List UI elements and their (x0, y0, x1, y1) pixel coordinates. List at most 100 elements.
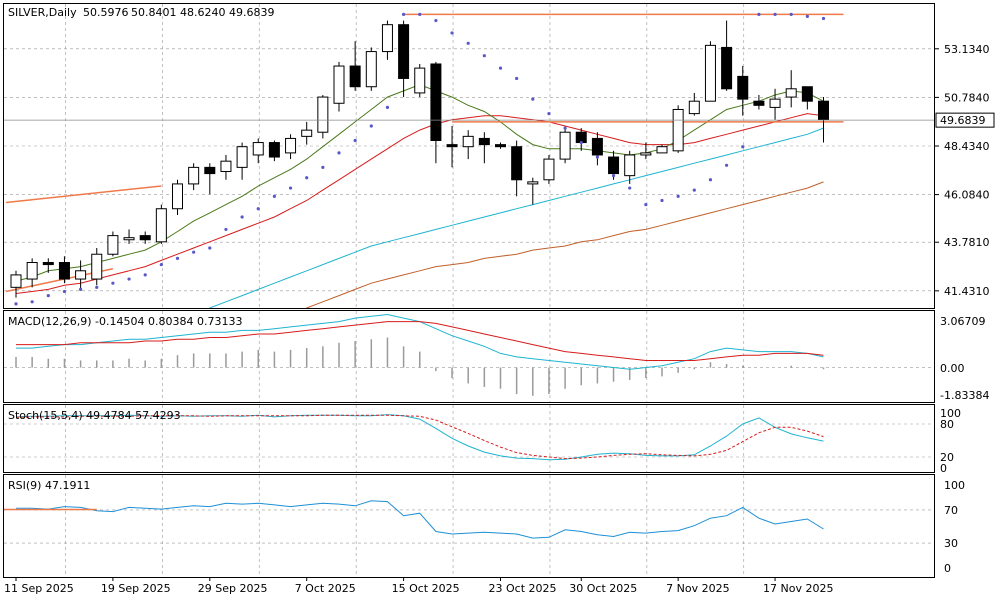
psar-dot (369, 124, 373, 128)
psar-dot (434, 18, 438, 23)
psar-dot (708, 178, 713, 182)
candle (188, 163, 200, 191)
psar-dot (402, 12, 406, 16)
candle (462, 130, 474, 160)
psar-dot (660, 198, 664, 203)
candle (414, 63, 426, 98)
psar-dot (547, 112, 551, 116)
candle (737, 66, 749, 116)
candle-body (704, 44, 716, 102)
candle (721, 20, 733, 91)
psar-dot (773, 12, 777, 16)
candle (688, 92, 700, 116)
rsi-label: RSI(9) 47.1911 (8, 479, 90, 492)
candle-body (672, 108, 684, 152)
price-tick-label: 50.7840 (944, 91, 990, 104)
candle-body (414, 67, 426, 94)
psar-dot (725, 163, 729, 167)
price-tick-label: 43.7810 (944, 236, 990, 249)
psar-dot (418, 12, 422, 16)
psar-dot (337, 151, 341, 155)
psar-dot (821, 16, 826, 21)
date-tick-label: 30 Oct 2025 (569, 582, 637, 595)
candle-body (236, 146, 248, 168)
psar-dot (62, 289, 67, 294)
candle-body (398, 24, 410, 79)
macd-pane-frame (3, 310, 935, 403)
psar-dot (515, 76, 519, 81)
psar-dot (676, 194, 680, 198)
rsi-tick-label: 0 (944, 562, 951, 575)
candle-body (123, 237, 135, 241)
rsi-pane-frame (3, 474, 935, 578)
macd-pane (15, 313, 825, 396)
candle-body (430, 63, 442, 141)
candle (317, 94, 329, 139)
rsi-tick-label: 70 (944, 504, 958, 517)
psar-dot (46, 293, 50, 298)
candle-body (495, 144, 506, 148)
sma-mid-line (15, 113, 824, 294)
psar-dot (224, 227, 228, 232)
macd-signal-line (16, 321, 824, 361)
ohlc-high: 50.8401 (131, 6, 177, 19)
candle (333, 61, 345, 112)
date-tick-label: 11 Sep 2025 (4, 582, 74, 595)
symbol-label: SILVER,Daily (8, 6, 77, 19)
psar-dot (563, 126, 567, 130)
candle-body (58, 262, 70, 280)
candle (769, 88, 781, 120)
candle-body (333, 65, 345, 104)
candle (640, 142, 652, 160)
psar-dot (757, 12, 761, 16)
candle (91, 248, 103, 286)
macd-tick-label: 3.06709 (940, 315, 986, 328)
candle-body (381, 24, 393, 53)
psar-dot (288, 186, 293, 190)
candle (704, 41, 716, 102)
candle-body (688, 100, 700, 115)
candle-body (349, 65, 361, 88)
candle-body (91, 253, 103, 280)
candle (672, 105, 684, 153)
sma-xlong-line (305, 181, 824, 308)
date-tick-label: 15 Oct 2025 (392, 582, 460, 595)
candle (285, 134, 297, 160)
rsi-pane (4, 500, 824, 539)
candle-body (818, 100, 829, 121)
candle-body (656, 146, 668, 154)
price-tick-label: 48.4340 (944, 140, 990, 153)
candle (446, 126, 458, 168)
psar-dot (531, 97, 535, 101)
psar-dot (192, 250, 196, 254)
psar-dot (175, 256, 180, 260)
psar-dot (805, 14, 809, 19)
date-tick-label: 7 Oct 2025 (295, 582, 356, 595)
candle-body (42, 262, 54, 266)
stoch-tick-label: 100 (940, 407, 961, 420)
stoch-main-line (15, 414, 824, 461)
price-tick-label: 46.0840 (944, 189, 990, 202)
candle (10, 270, 22, 298)
stoch-label: Stoch(15,5,4) 49.4784 57.4293 (8, 409, 181, 422)
psar-dot (595, 155, 600, 159)
date-tick-label: 23 Oct 2025 (489, 582, 557, 595)
candle-body (155, 208, 167, 243)
psar-dot (482, 54, 486, 58)
candle-body (737, 75, 749, 100)
candle-body (462, 135, 474, 148)
candle (543, 154, 555, 184)
psar-dot (628, 186, 632, 190)
rsi-tick-label: 30 (944, 537, 958, 550)
candle-body (753, 100, 765, 106)
candle-body (769, 98, 781, 108)
trendline (5, 185, 162, 204)
candle-body (188, 166, 200, 185)
psar-dot (95, 285, 99, 289)
candle-body (220, 160, 232, 173)
psar-dot (127, 277, 131, 281)
candle-body (317, 96, 329, 133)
candle-body (511, 146, 523, 181)
stoch-pane (15, 414, 824, 461)
